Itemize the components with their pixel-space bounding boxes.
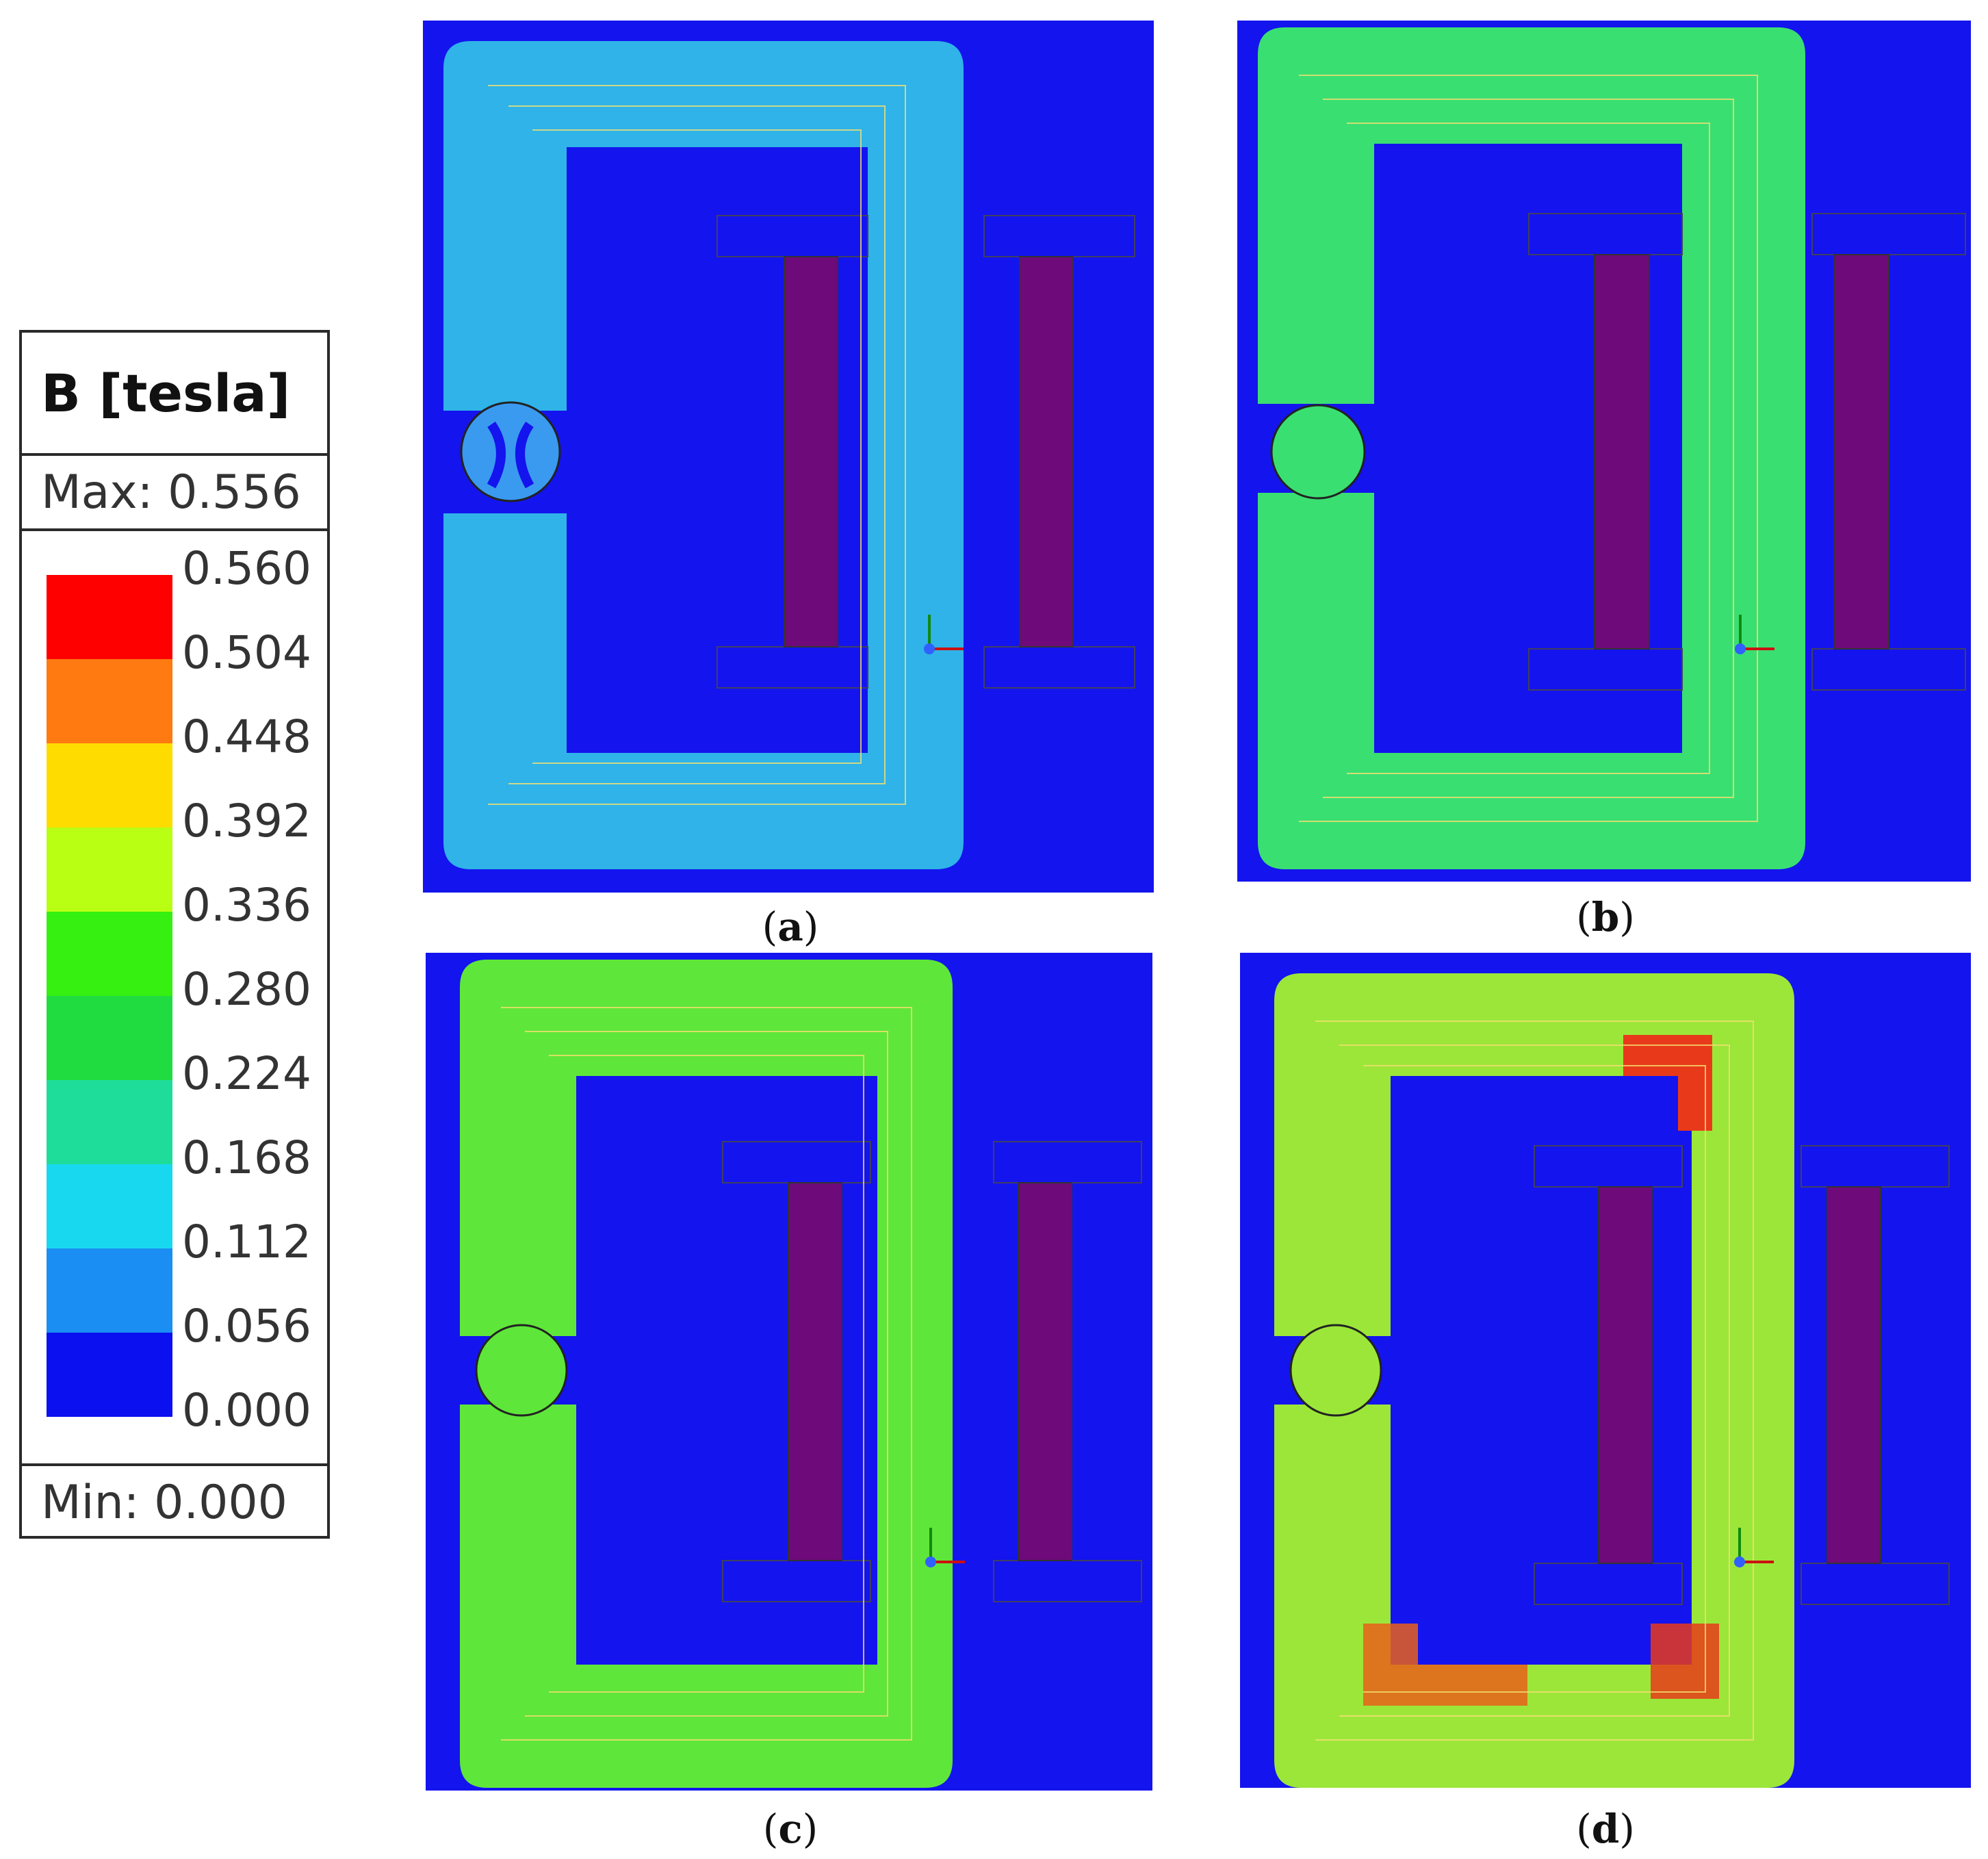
hotspot: [1363, 1624, 1527, 1706]
flux-line: [532, 129, 862, 764]
flux-line: [1347, 123, 1710, 774]
legend-min: Min: 0.000: [22, 1463, 327, 1539]
rotor-circle: [475, 1324, 568, 1417]
legend-tick: 0.336: [182, 879, 311, 932]
field-plot-c-svg: [426, 953, 1152, 1791]
legend-tick: 0.112: [182, 1216, 311, 1268]
axis-triad: [925, 1528, 965, 1567]
coil-winding-outer: [1833, 254, 1889, 650]
field-plot-c: [426, 953, 1152, 1791]
flux-line: [1323, 99, 1734, 798]
legend-tick: 0.504: [182, 626, 311, 679]
flux-line: [1339, 1044, 1730, 1717]
core-yoke: [1274, 973, 1794, 1788]
flux-line: [501, 1007, 912, 1741]
legend-tick: 0.000: [182, 1384, 311, 1437]
legend-tick: 0.056: [182, 1300, 311, 1352]
caption-c: (c): [762, 1806, 818, 1852]
core-yoke: [1258, 27, 1805, 869]
legend-swatch: [47, 1248, 172, 1333]
caption-d: (d): [1576, 1806, 1635, 1852]
color-legend: B [tesla] Max: 0.556 0.560 0.504 0.448 0…: [19, 330, 330, 1539]
coil-winding-inner: [1598, 1186, 1653, 1564]
hotspot: [1651, 1624, 1719, 1699]
legend-tick: 0.560: [182, 542, 311, 595]
coil-winding-outer: [1018, 1182, 1072, 1561]
coil-winding-inner: [1594, 254, 1650, 650]
legend-swatch: [47, 575, 172, 659]
field-plot-b: [1237, 21, 1971, 882]
coil-winding-inner: [784, 256, 838, 648]
field-plot-a: [423, 21, 1154, 893]
legend-max: Max: 0.556: [22, 456, 327, 531]
caption-a: (a): [762, 903, 819, 950]
field-plot-d-svg: [1240, 953, 1971, 1788]
legend-swatch: [47, 828, 172, 912]
caption-b: (b): [1576, 894, 1635, 940]
field-plot-d: [1240, 953, 1971, 1788]
field-plot-a-svg: [423, 21, 1154, 893]
axis-triad: [924, 615, 964, 654]
legend-swatch: [47, 996, 172, 1080]
flux-line: [1299, 75, 1758, 822]
coil-winding-outer: [1019, 256, 1074, 648]
legend-swatch: [47, 1164, 172, 1248]
field-plot-b-svg: [1237, 21, 1971, 882]
rotor-circle: [1289, 1324, 1382, 1417]
flux-line: [1363, 1065, 1706, 1693]
legend-tick: 0.280: [182, 963, 311, 1016]
flux-line: [508, 105, 886, 784]
legend-swatch: [47, 1333, 172, 1417]
legend-color-scale: [47, 575, 172, 1417]
flux-line: [549, 1055, 864, 1693]
rotor-circle: [1270, 404, 1366, 500]
legend-tick: 0.224: [182, 1047, 311, 1100]
axis-triad: [1735, 615, 1774, 654]
axis-triad: [1734, 1528, 1774, 1567]
core-yoke: [460, 960, 953, 1788]
legend-swatch: [47, 912, 172, 996]
legend-swatch: [47, 659, 172, 743]
flux-line: [525, 1031, 888, 1717]
legend-swatch: [47, 743, 172, 828]
core-yoke: [443, 41, 964, 869]
coil-winding-inner: [788, 1182, 842, 1561]
legend-tick: 0.392: [182, 795, 311, 847]
legend-tick: 0.448: [182, 710, 311, 763]
rotor-pattern: [487, 421, 534, 489]
coil-winding-outer: [1826, 1186, 1881, 1564]
rotor-circle: [460, 401, 561, 502]
flux-line: [488, 85, 906, 805]
legend-tick: 0.168: [182, 1131, 311, 1184]
legend-title: B [tesla]: [22, 333, 327, 456]
legend-swatch: [47, 1080, 172, 1164]
hotspot: [1623, 1035, 1712, 1131]
flux-line: [1315, 1021, 1754, 1741]
